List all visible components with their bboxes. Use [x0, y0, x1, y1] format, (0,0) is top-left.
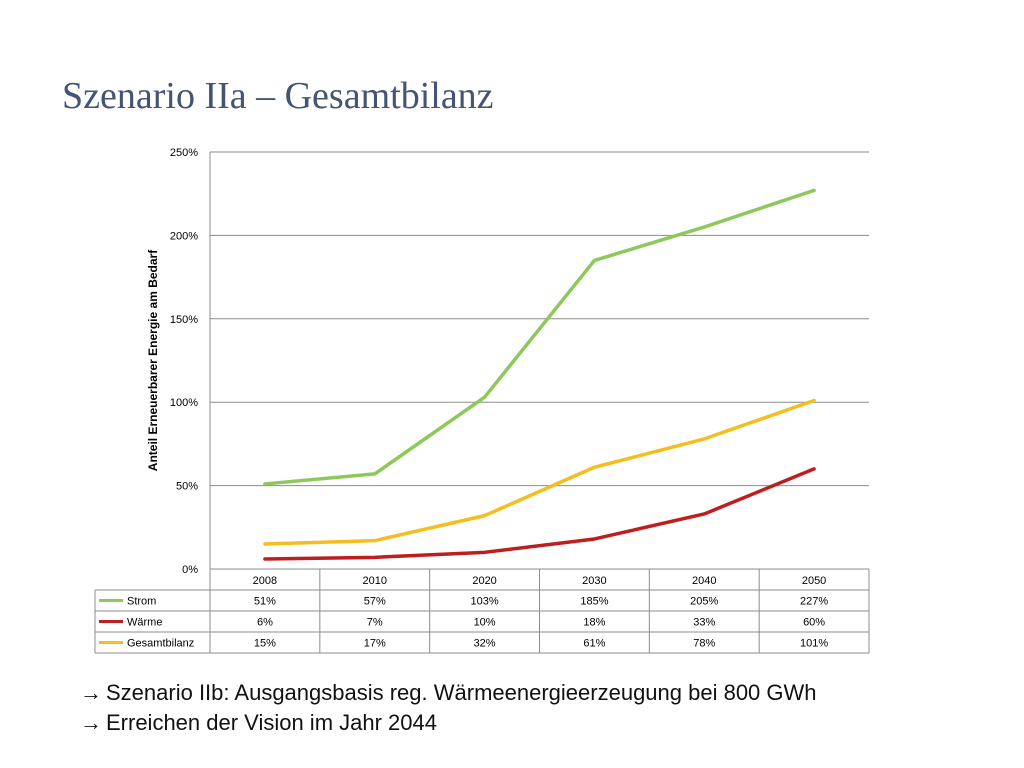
x-tick-label: 2040	[692, 575, 716, 587]
data-label: 103%	[471, 596, 499, 608]
y-tick-label: 250%	[170, 147, 198, 159]
data-label: 6%	[257, 617, 273, 629]
data-label: 33%	[693, 617, 715, 629]
data-label: 227%	[800, 596, 828, 608]
data-label: 10%	[474, 617, 496, 629]
series-line	[263, 188, 816, 486]
y-tick-label: 50%	[176, 481, 198, 493]
x-tick-label: 2010	[363, 575, 387, 587]
slide-title: Szenario IIa – Gesamtbilanz	[62, 75, 494, 117]
x-tick-label: 2020	[472, 575, 496, 587]
data-label: 15%	[254, 638, 276, 650]
y-tick-label: 200%	[170, 230, 198, 242]
bullet-2-text: Erreichen der Vision im Jahr 2044	[106, 710, 437, 735]
bullet-1-text: Szenario IIb: Ausgangsbasis reg. Wärmeen…	[106, 680, 817, 705]
bullet-2: → Erreichen der Vision im Jahr 2044	[80, 710, 437, 736]
data-label: 32%	[474, 638, 496, 650]
y-axis-title: Anteil Erneuerbarer Energie am Bedarf	[146, 249, 160, 471]
legend-label: Gesamtbilanz	[127, 638, 194, 650]
legend-label: Wärme	[127, 617, 162, 629]
legend-label: Strom	[127, 596, 156, 608]
x-tick-label: 2050	[802, 575, 826, 587]
data-label: 7%	[367, 617, 383, 629]
series-line	[263, 467, 816, 561]
data-label: 17%	[364, 638, 386, 650]
y-tick-label: 100%	[170, 397, 198, 409]
arrow-right-icon: →	[80, 710, 102, 735]
series-line	[263, 398, 816, 546]
y-tick-label: 150%	[170, 314, 198, 326]
data-label: 51%	[254, 596, 276, 608]
data-label: 18%	[583, 617, 605, 629]
data-label: 57%	[364, 596, 386, 608]
x-tick-label: 2008	[253, 575, 277, 587]
data-label: 185%	[580, 596, 608, 608]
y-tick-label: 0%	[182, 564, 198, 576]
data-label: 205%	[690, 596, 718, 608]
data-label: 78%	[693, 638, 715, 650]
data-label: 101%	[800, 638, 828, 650]
bullet-1: → Szenario IIb: Ausgangsbasis reg. Wärmee…	[80, 680, 817, 706]
data-label: 61%	[583, 638, 605, 650]
arrow-right-icon: →	[80, 680, 102, 705]
x-tick-label: 2030	[582, 575, 606, 587]
data-label: 60%	[803, 617, 825, 629]
